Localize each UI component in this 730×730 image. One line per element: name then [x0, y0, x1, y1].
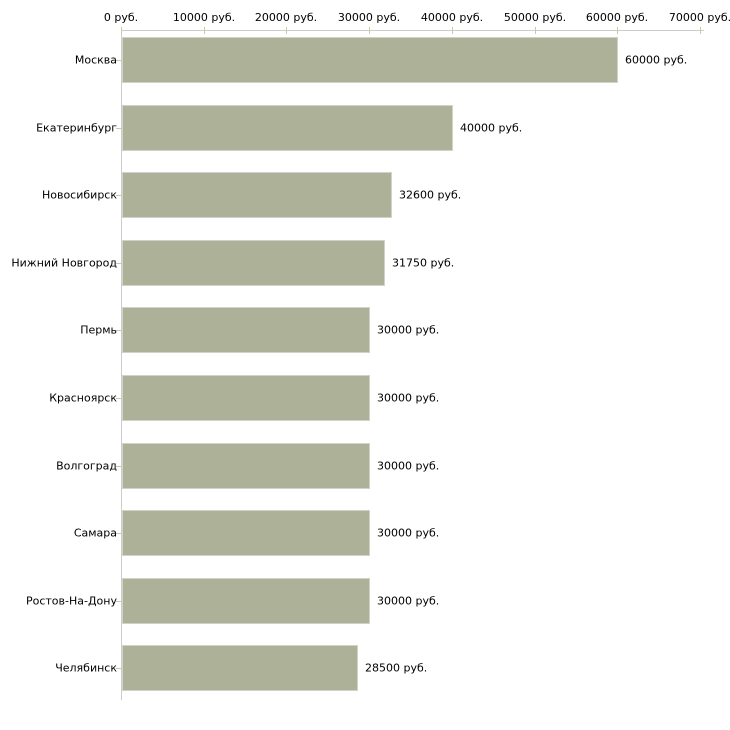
bar-3 — [122, 240, 385, 286]
x-axis-tick-label: 30000 руб. — [337, 11, 401, 24]
x-axis-tick — [286, 27, 287, 34]
x-axis-tick — [452, 27, 453, 34]
category-label: Самара — [73, 526, 117, 540]
category-label: Ростов-На-Дону — [25, 594, 117, 608]
bar-1 — [122, 105, 453, 151]
bar-4 — [122, 307, 370, 353]
value-label: 32600 руб. — [399, 188, 462, 202]
x-axis-tick-label: 10000 руб. — [172, 11, 236, 24]
x-axis-tick-label: 0 руб. — [103, 11, 139, 24]
bar-8 — [122, 578, 370, 624]
bar-7 — [122, 510, 370, 556]
category-label: Нижний Новгород — [11, 256, 117, 270]
value-label: 28500 руб. — [365, 661, 428, 675]
category-label: Новосибирск — [41, 188, 117, 202]
value-label: 30000 руб. — [377, 594, 440, 608]
y-axis-tick — [116, 533, 121, 534]
value-label: 40000 руб. — [460, 121, 523, 135]
value-label: 31750 руб. — [392, 256, 455, 270]
y-axis-tick — [116, 601, 121, 602]
x-axis-tick — [617, 27, 618, 34]
x-axis-tick — [121, 27, 122, 34]
x-axis-line — [121, 30, 704, 31]
value-label: 30000 руб. — [377, 526, 440, 540]
y-axis-tick — [116, 195, 121, 196]
x-axis-tick — [700, 27, 701, 34]
category-label: Челябинск — [55, 661, 117, 675]
category-label: Волгоград — [56, 459, 117, 473]
category-label: Москва — [74, 53, 117, 67]
y-axis-tick — [116, 263, 121, 264]
x-axis-tick — [369, 27, 370, 34]
x-axis-tick-label: 50000 руб. — [503, 11, 567, 24]
y-axis-tick — [116, 466, 121, 467]
y-axis-tick — [116, 330, 121, 331]
bar-2 — [122, 172, 392, 218]
x-axis-tick-label: 70000 руб. — [668, 11, 730, 24]
category-label: Красноярск — [49, 391, 117, 405]
x-axis-tick-label: 60000 руб. — [585, 11, 649, 24]
y-axis-tick — [116, 398, 121, 399]
y-axis-tick — [116, 60, 121, 61]
y-axis-tick — [116, 668, 121, 669]
value-label: 30000 руб. — [377, 391, 440, 405]
category-label: Пермь — [80, 323, 117, 337]
bar-5 — [122, 375, 370, 421]
y-axis-tick — [116, 128, 121, 129]
x-axis-tick — [204, 27, 205, 34]
x-axis-tick-label: 40000 руб. — [420, 11, 484, 24]
value-label: 60000 руб. — [625, 53, 688, 67]
bar-6 — [122, 443, 370, 489]
bar-9 — [122, 645, 358, 691]
y-axis-line — [121, 30, 122, 700]
x-axis-tick-label: 20000 руб. — [254, 11, 318, 24]
bar-0 — [122, 37, 618, 83]
value-label: 30000 руб. — [377, 459, 440, 473]
value-label: 30000 руб. — [377, 323, 440, 337]
x-axis-tick — [535, 27, 536, 34]
category-label: Екатеринбург — [36, 121, 117, 135]
